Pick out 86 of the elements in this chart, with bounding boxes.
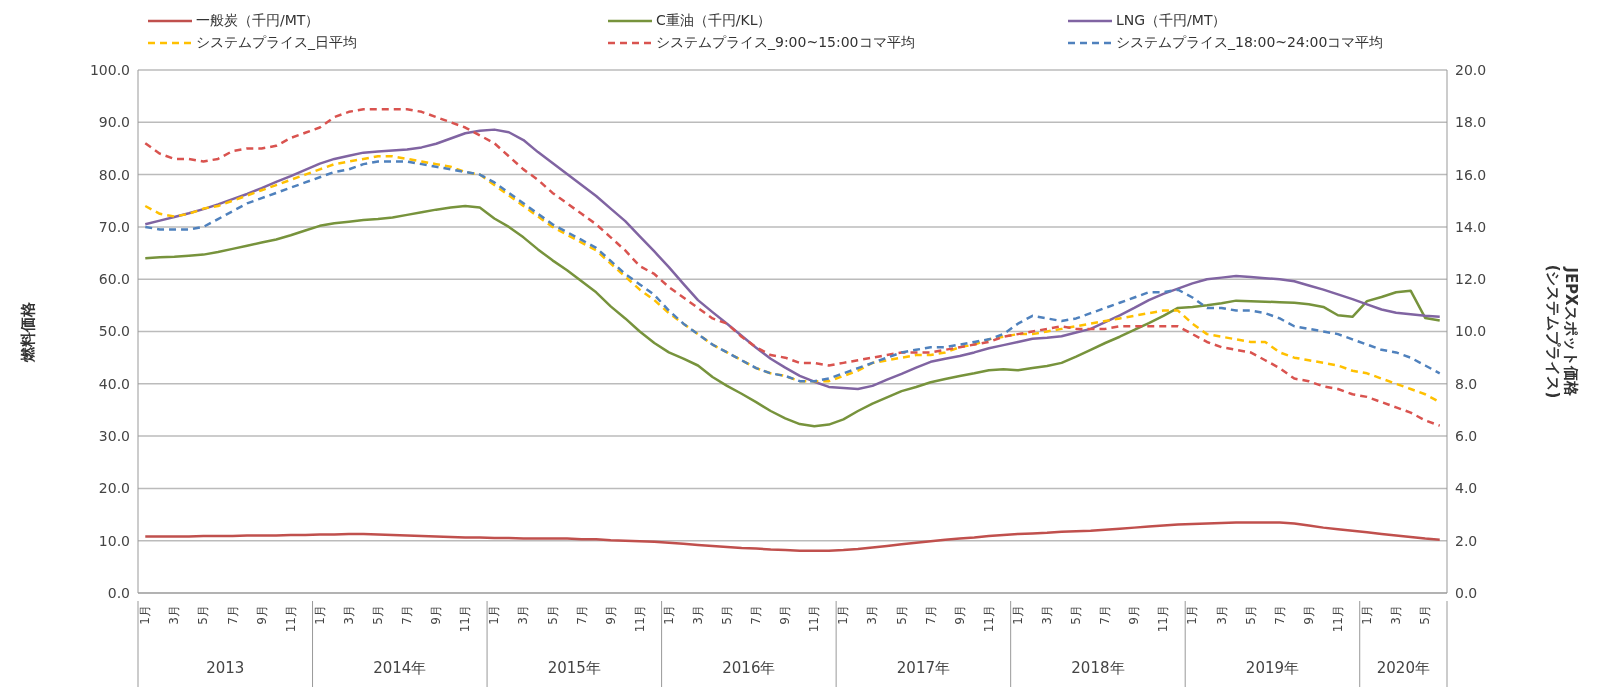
x-tick-label: 5月	[196, 605, 211, 625]
y-axis-title: 燃料価格	[19, 300, 38, 363]
y2-axis-title: JEPXスポット価格 (システムプライス)	[1544, 264, 1580, 399]
x-tick-label: 3月	[1040, 605, 1055, 625]
x-tick-label: 3月	[865, 605, 880, 625]
y-tick-label: 10.0	[98, 532, 130, 549]
x-tick-label: 11月	[807, 605, 822, 633]
x-tick-label: 3月	[1389, 605, 1404, 625]
text: 2014年	[373, 659, 427, 677]
x-tick-label: 9月	[1127, 605, 1142, 625]
text: 2019年	[1245, 659, 1300, 677]
y-tick-label: 0.0	[107, 584, 130, 601]
y2-tick-label: 8.0	[1455, 375, 1478, 392]
y-tick-label: 20.0	[98, 480, 130, 497]
x-tick-label: 5月	[1418, 605, 1433, 625]
y2-tick-label: 20.0	[1455, 61, 1487, 78]
y2-tick-label: 4.0	[1455, 480, 1478, 497]
x-tick-label: 11月	[632, 605, 647, 633]
x-tick-label: 1月	[312, 605, 327, 625]
x-tick-label: 3月	[1214, 605, 1229, 625]
x-tick-label: 5月	[1069, 605, 1084, 625]
y-tick-label: 50.0	[98, 323, 130, 340]
text: 2015年	[547, 659, 601, 677]
text: 2020年	[1376, 659, 1430, 677]
x-tick-label: 1月	[1360, 605, 1375, 625]
x-tick-label: 9月	[778, 605, 793, 625]
y2-tick-label: 18.0	[1455, 114, 1487, 131]
x-tick-label: 11月	[1156, 605, 1171, 633]
legend-label: システムプライス_9:00~15:00コマ平均	[656, 34, 915, 52]
legend-label: システムプライス_18:00~24:00コマ平均	[1116, 34, 1384, 52]
x-tick-label: 9月	[603, 605, 618, 625]
x-tick-label: 5月	[1243, 605, 1258, 625]
y-tick-label: 100.0	[89, 61, 130, 78]
x-tick-label: 3月	[690, 605, 705, 625]
x-tick-label: 1月	[1185, 605, 1200, 625]
y2-tick-label: 10.0	[1455, 323, 1487, 340]
line-series	[144, 521, 1441, 552]
x-tick-label: 7月	[225, 605, 240, 625]
x-tick-label: 11月	[283, 605, 298, 633]
y-tick-label: 40.0	[98, 375, 130, 392]
x-tick-label: 9月	[429, 605, 444, 625]
legend-label: システムプライス_日平均	[196, 34, 357, 52]
text: 2013	[206, 659, 245, 677]
x-tick-label: 7月	[923, 605, 938, 625]
x-tick-label: 5月	[545, 605, 560, 625]
x-tick-label: 1月	[487, 605, 502, 625]
legend-label: C重油（千円/KL）	[656, 12, 772, 30]
y-tick-label: 30.0	[98, 428, 130, 445]
x-tick-label: 7月	[1098, 605, 1113, 625]
x-tick-label: 3月	[341, 605, 356, 625]
y-tick-label: 80.0	[98, 166, 130, 183]
x-tick-label: 7月	[400, 605, 415, 625]
x-tick-label: 3月	[167, 605, 182, 625]
y-tick-label: 70.0	[98, 218, 130, 235]
x-tick-label: 11月	[981, 605, 996, 633]
y2-tick-label: 6.0	[1455, 428, 1478, 445]
x-tick-label: 5月	[894, 605, 909, 625]
text: 2017年	[896, 659, 950, 677]
x-tick-label: 5月	[370, 605, 385, 625]
text: 2018年	[1071, 659, 1125, 677]
y-tick-label: 90.0	[98, 114, 130, 131]
x-tick-label: 11月	[1330, 605, 1345, 633]
line-series	[144, 107, 1441, 427]
x-tick-label: 1月	[138, 605, 153, 625]
x-tick-label: 3月	[516, 605, 531, 625]
x-tick-label: 9月	[1301, 605, 1316, 625]
x-tick-label: 11月	[458, 605, 473, 633]
x-tick-label: 1月	[836, 605, 851, 625]
x-tick-label: 5月	[720, 605, 735, 625]
text: 2016年	[722, 659, 776, 677]
x-tick-label: 1月	[1010, 605, 1025, 625]
y-tick-label: 60.0	[98, 271, 130, 288]
x-tick-label: 1月	[661, 605, 676, 625]
legend-label: 一般炭（千円/MT）	[196, 12, 320, 30]
y2-tick-label: 16.0	[1455, 166, 1487, 183]
legend-label: LNG（千円/MT）	[1116, 12, 1227, 30]
y2-tick-label: 2.0	[1455, 532, 1478, 549]
line-series	[144, 204, 1441, 428]
y2-tick-label: 14.0	[1455, 218, 1487, 235]
x-tick-label: 7月	[574, 605, 589, 625]
x-tick-label: 9月	[952, 605, 967, 625]
x-tick-label: 9月	[254, 605, 269, 625]
y2-tick-label: 12.0	[1455, 271, 1487, 288]
y2-tick-label: 0.0	[1455, 584, 1478, 601]
x-tick-label: 7月	[749, 605, 764, 625]
x-tick-label: 7月	[1272, 605, 1287, 625]
